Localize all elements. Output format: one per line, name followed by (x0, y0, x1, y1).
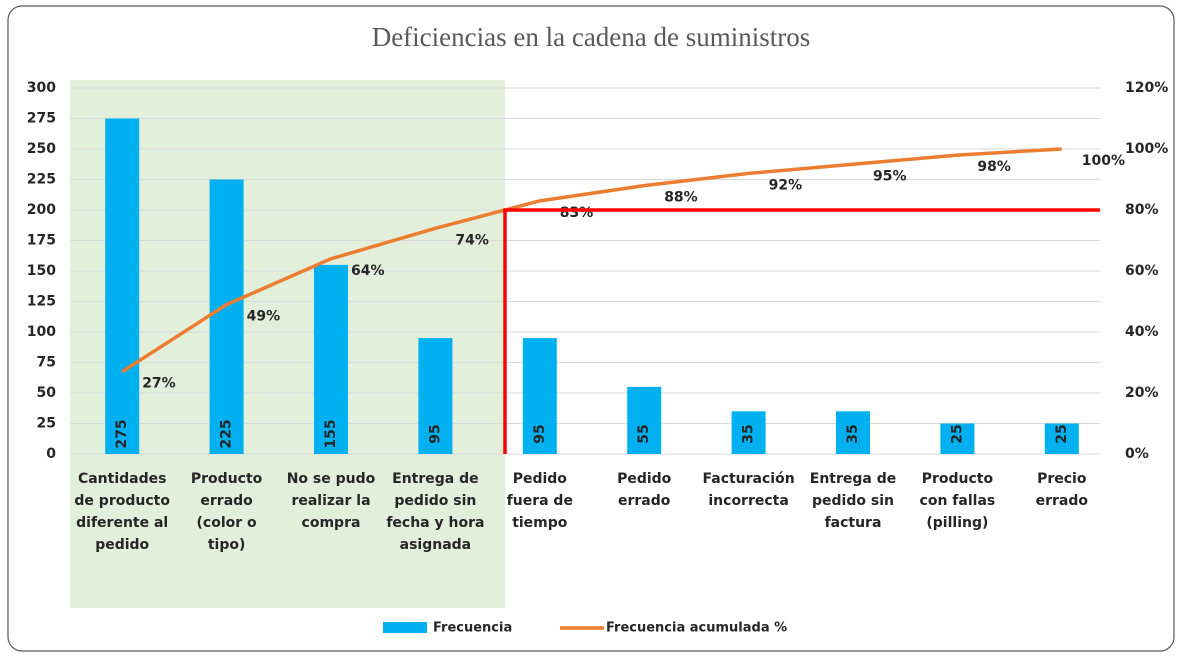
bar-value-label: 25 (1054, 424, 1070, 443)
bar-value-label: 225 (219, 419, 235, 448)
bar-value-label: 155 (323, 419, 339, 448)
y2-tick-label: 0% (1125, 446, 1149, 462)
bar (105, 118, 140, 454)
bar (836, 411, 870, 454)
line-value-label: 100% (1082, 153, 1125, 169)
y2-tick-label: 20% (1125, 385, 1159, 401)
bar (940, 423, 975, 454)
bar (627, 386, 662, 454)
y-tick-label: 200 (27, 202, 56, 218)
y-tick-label: 75 (37, 355, 56, 371)
x-tick-label: Pedido fuera de tiempo (506, 471, 573, 531)
line-value-label: 27% (142, 376, 176, 392)
bar-value-label: 35 (845, 424, 861, 443)
bar-value-label: 55 (636, 424, 652, 443)
y2-tick-label: 40% (1125, 324, 1159, 340)
legend-label: Frecuencia acumulada % (606, 621, 787, 636)
legend-label: Frecuencia (433, 621, 512, 636)
line-value-label: 95% (873, 168, 907, 184)
y2-tick-label: 80% (1125, 202, 1159, 218)
bar (731, 411, 766, 454)
bar-value-label: 35 (741, 424, 757, 443)
x-tick-label: Producto errado (color o tipo) (190, 471, 263, 553)
y-tick-label: 300 (27, 80, 56, 96)
x-tick-label: Cantidades de producto diferente al pedi… (74, 471, 170, 553)
bar-value-label: 25 (949, 424, 965, 443)
cumulative-line (121, 147, 1062, 374)
legend-swatch (383, 622, 427, 633)
y-tick-label: 250 (27, 141, 56, 157)
y-tick-label: 150 (27, 263, 56, 279)
line-value-label: 83% (560, 205, 594, 221)
y2-tick-label: 120% (1125, 80, 1168, 96)
y-tick-label: 275 (27, 111, 56, 127)
bar (522, 338, 557, 454)
bar (314, 264, 348, 454)
x-tick-label: No se pudo realizar la compra (286, 471, 376, 531)
bar-value-label: 95 (532, 424, 548, 443)
line-value-label: 64% (351, 263, 385, 279)
y2-tick-label: 60% (1125, 263, 1159, 279)
y-tick-label: 225 (27, 172, 56, 188)
y-tick-label: 125 (27, 294, 56, 310)
x-tick-label: Entrega de pedido sin factura (809, 471, 897, 531)
reference-line (503, 208, 1100, 454)
bar-value-label: 275 (114, 419, 130, 448)
x-tick-label: Facturación incorrecta (702, 471, 795, 509)
x-tick-label: Entrega de pedido sin fecha y hora asign… (386, 471, 485, 553)
y-tick-label: 25 (37, 416, 56, 432)
line-value-label: 98% (977, 159, 1011, 175)
bar (209, 179, 244, 454)
line-value-label: 92% (769, 177, 803, 193)
y-tick-label: 0 (46, 446, 56, 462)
line-value-label: 88% (664, 190, 698, 206)
bar (1044, 423, 1079, 454)
bar (418, 338, 453, 454)
x-tick-label: Producto con fallas (pilling) (919, 471, 996, 531)
chart-title: Deficiencias en la cadena de suministros (372, 22, 811, 52)
y-tick-label: 100 (27, 324, 56, 340)
x-tick-label: Precio errado (1035, 471, 1088, 509)
line-value-label: 49% (247, 309, 281, 325)
y-tick-label: 175 (27, 233, 56, 249)
x-tick-label: Pedido errado (617, 471, 672, 509)
y2-tick-label: 100% (1125, 141, 1168, 157)
bar-value-label: 95 (427, 424, 443, 443)
line-value-label: 74% (455, 232, 489, 248)
y-tick-label: 50 (37, 385, 57, 401)
